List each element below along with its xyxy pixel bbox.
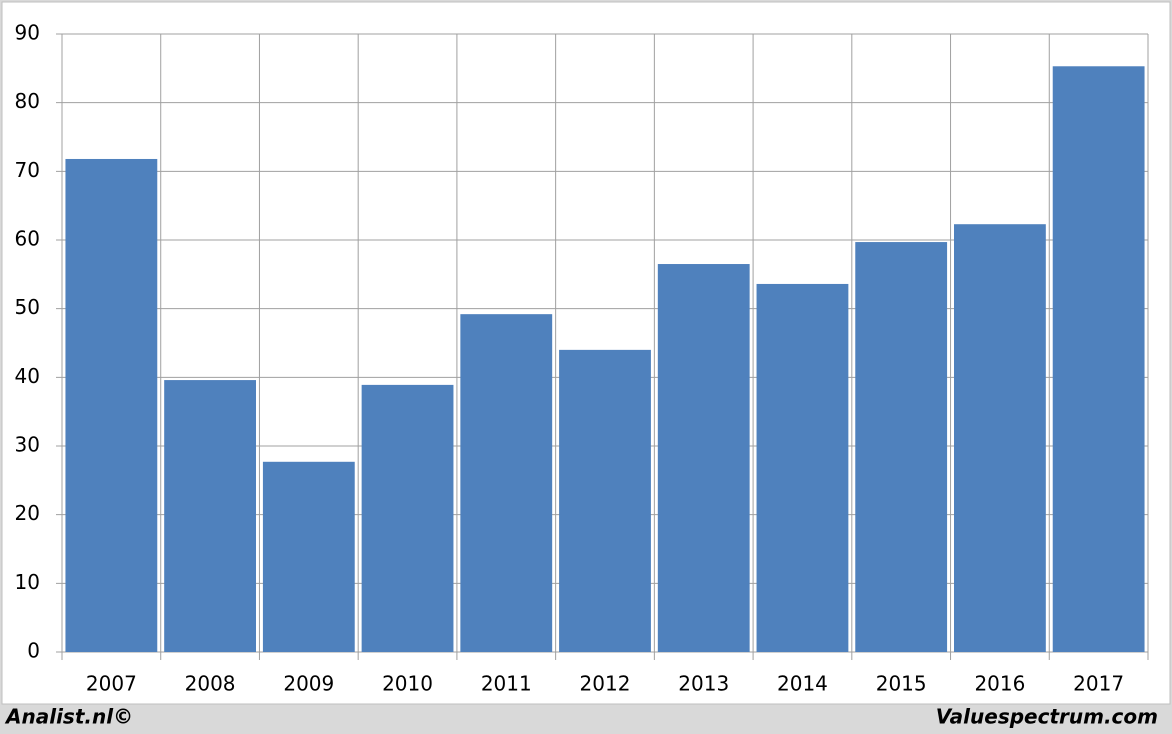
bar [1052,66,1145,653]
y-tick-label: 80 [15,89,40,113]
bar [657,264,750,652]
y-tick-label: 70 [15,158,40,182]
x-tick-label: 2014 [777,672,828,696]
bar [855,242,948,652]
footer-left: Analist.nl© [4,705,133,729]
x-tick-label: 2016 [974,672,1025,696]
bar [361,384,454,652]
y-tick-label: 50 [15,295,40,319]
y-tick-label: 10 [15,570,40,594]
x-tick-label: 2013 [678,672,729,696]
bar [65,158,158,652]
y-tick-label: 30 [15,433,40,457]
x-tick-label: 2008 [185,672,236,696]
bar [954,224,1046,652]
bar [262,461,355,652]
footer-right: Valuespectrum.com [936,705,1158,729]
x-tick-label: 2015 [876,672,927,696]
y-tick-label: 0 [27,639,40,663]
y-tick-label: 90 [15,21,40,45]
x-tick-label: 2011 [481,672,532,696]
x-tick-label: 2017 [1073,672,1124,696]
x-tick-label: 2007 [86,672,137,696]
bar [756,283,849,652]
x-tick-label: 2012 [580,672,631,696]
bar [164,380,256,652]
x-tick-label: 2010 [382,672,433,696]
bar [559,349,651,652]
y-tick-label: 40 [15,364,40,388]
y-tick-label: 60 [15,227,40,251]
bar [460,314,553,652]
x-tick-label: 2009 [283,672,334,696]
y-tick-label: 20 [15,501,40,525]
